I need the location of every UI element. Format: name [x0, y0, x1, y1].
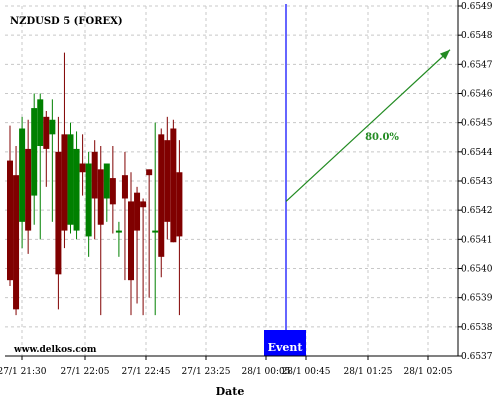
candle: [85, 151, 92, 257]
candle-body: [7, 160, 13, 281]
candle: [103, 163, 110, 222]
candle: [13, 146, 20, 316]
candle: [73, 131, 80, 240]
candle: [91, 140, 98, 240]
candle: [31, 93, 38, 225]
candle: [146, 169, 153, 298]
event-label-box: [264, 330, 306, 356]
forecast-layer: 80.0%: [285, 49, 451, 202]
candle-body: [140, 201, 147, 208]
candle-body: [13, 175, 20, 310]
x-tick-labels: 27/1 21:30 27/1 22:05 27/1 22:45 27/1 23:25…: [0, 356, 453, 377]
candle-body: [79, 163, 86, 173]
chart-title: NZDUSD 5 (FOREX): [10, 16, 123, 27]
candle: [128, 172, 134, 316]
candle-body: [103, 163, 110, 199]
candle-body: [31, 108, 38, 196]
x-tick-label: 27/1 23:25: [181, 367, 230, 377]
candle-body: [97, 169, 104, 225]
y-tick-label: 0.6546: [461, 90, 493, 100]
candle: [134, 186, 141, 304]
candle: [176, 140, 183, 316]
candle: [43, 111, 50, 187]
candle: [67, 122, 74, 234]
candle-body: [55, 151, 62, 275]
candle: [158, 128, 165, 278]
event-label: Event: [268, 341, 304, 354]
x-tick-label: 28/1 00:45: [281, 367, 330, 377]
y-tick-label: 0.6544: [461, 148, 493, 158]
y-tick-label: 0.6539: [461, 294, 493, 304]
candle-body: [164, 140, 171, 222]
forecast-arrow-head: [439, 49, 450, 60]
candle: [140, 198, 147, 316]
event-layer: Event: [264, 4, 306, 356]
y-tick-label: 0.6542: [461, 206, 493, 216]
candle: [19, 116, 26, 249]
candle: [115, 221, 122, 257]
y-tick-label: 0.6538: [461, 323, 493, 333]
x-tick-label: 28/1 00:05: [241, 367, 290, 377]
candle-body: [61, 134, 68, 231]
y-tick-label: 0.6547: [461, 60, 493, 70]
candle-body: [19, 128, 26, 222]
candle-body: [73, 148, 80, 231]
candle-body: [91, 151, 98, 199]
y-tick-label: 0.6545: [461, 119, 493, 129]
candle: [55, 116, 62, 310]
y-tick-label: 0.6537: [461, 352, 493, 362]
candle-body: [37, 99, 44, 146]
candle-body: [121, 175, 128, 199]
candle-body: [134, 192, 141, 231]
candle: [152, 122, 159, 316]
y-tick-label: 0.6549: [461, 2, 493, 12]
candle-body: [67, 134, 74, 225]
x-tick-label: 27/1 22:05: [60, 367, 109, 377]
y-tick-label: 0.6543: [461, 177, 493, 187]
candle-body: [85, 163, 92, 237]
forecast-probability-label: 80.0%: [365, 132, 399, 143]
candle: [170, 119, 177, 243]
candle-body: [176, 172, 183, 237]
candle-body: [170, 128, 177, 243]
candle-body: [158, 134, 165, 257]
candle-body: [49, 119, 56, 135]
candle-body: [109, 178, 116, 205]
y-tick-label: 0.6541: [461, 235, 493, 245]
x-tick-label: 27/1 22:45: [121, 367, 170, 377]
candle-body: [43, 116, 50, 149]
candle: [61, 52, 68, 249]
candle: [79, 134, 86, 196]
candle: [97, 146, 104, 316]
candle-body: [152, 230, 159, 233]
candle: [121, 151, 128, 281]
candle-body: [25, 148, 32, 231]
candle-body: [128, 201, 134, 281]
x-tick-label: 28/1 01:25: [343, 367, 392, 377]
candle: [109, 146, 116, 234]
candle: [164, 116, 171, 240]
forecast-arrow-line: [285, 49, 451, 202]
candle-body: [115, 230, 122, 233]
candle: [7, 125, 13, 286]
candle: [49, 99, 56, 222]
x-tick-label: 28/1 02:05: [403, 367, 452, 377]
x-tick-label: 27/1 21:30: [0, 367, 47, 377]
candles-layer: [7, 52, 183, 316]
y-tick-label: 0.6548: [461, 31, 493, 41]
x-axis-title: Date: [216, 385, 245, 398]
y-tick-label: 0.6540: [461, 265, 493, 275]
watermark: www.delkos.com: [13, 345, 97, 355]
candle-body: [146, 169, 153, 176]
y-tick-labels: 0.6537 0.6538 0.6539 0.6540 0.6541 0.6542 0.65…: [458, 2, 493, 362]
candle: [25, 119, 32, 254]
candle: [37, 93, 44, 240]
